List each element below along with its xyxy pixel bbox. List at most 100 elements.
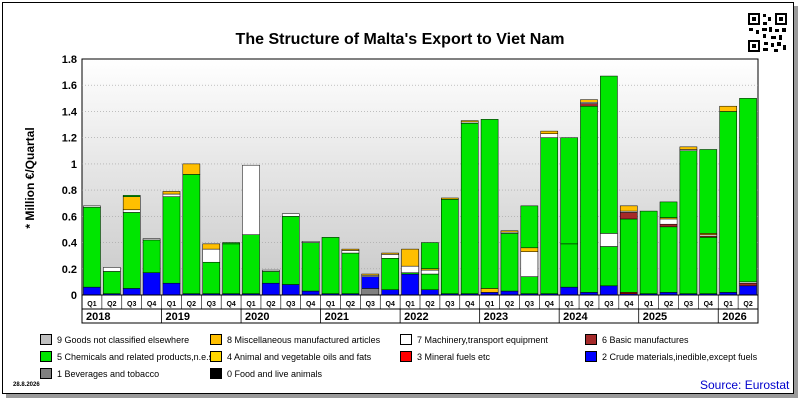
x-tick-label: Q4 <box>465 301 474 308</box>
legend-item: 8 Miscellaneous manufactured articles <box>210 334 380 345</box>
x-tick-label: Q2 <box>584 301 593 308</box>
bar-segment <box>540 130 559 134</box>
year-label: 2019 <box>166 311 190 323</box>
bar-segment <box>162 191 181 195</box>
legend-swatch <box>40 368 52 379</box>
bar-segment <box>679 146 698 150</box>
bar-segment <box>600 285 618 296</box>
bar-segment <box>301 240 320 243</box>
bar-segment <box>619 212 638 220</box>
bar-segment <box>699 237 718 294</box>
bar-segment <box>699 149 718 234</box>
x-tick-label: Q1 <box>644 301 653 308</box>
bar-stack <box>401 248 419 296</box>
legend-swatch <box>585 351 597 362</box>
y-tick-label: 1.8 <box>62 54 77 66</box>
date-stamp: 28.8.2026 <box>13 382 40 388</box>
year-label: 2023 <box>484 311 508 323</box>
x-tick-label: Q3 <box>286 301 295 308</box>
legend-swatch <box>40 351 52 362</box>
legend-item: 7 Machinery,transport equipment <box>400 334 548 345</box>
x-tick-label: Q3 <box>525 301 534 308</box>
bar-segment <box>162 196 181 284</box>
bar-segment <box>421 289 439 296</box>
bar-segment <box>361 276 380 289</box>
bar-segment <box>142 272 161 296</box>
bar-segment <box>122 195 141 197</box>
bar-segment <box>421 242 439 270</box>
bar-segment <box>281 284 300 296</box>
x-tick-label: Q4 <box>386 301 395 308</box>
bar-stack <box>242 164 260 296</box>
legend-label: 6 Basic manufactures <box>602 334 689 345</box>
bar-stack <box>222 242 240 296</box>
bar-segment <box>520 276 539 294</box>
bar-stack <box>301 240 320 296</box>
bar-segment <box>580 105 598 293</box>
bar-stack <box>381 252 399 296</box>
x-tick-label: Q1 <box>564 301 573 308</box>
x-tick-label: Q3 <box>127 301 136 308</box>
x-tick-label: Q3 <box>684 301 693 308</box>
x-tick-label: Q3 <box>445 301 454 308</box>
bar-segment <box>739 282 757 287</box>
bar-segment <box>560 243 578 288</box>
legend-label: 7 Machinery,transport equipment <box>417 334 548 345</box>
y-tick-label: 0.4 <box>62 238 78 250</box>
bar-stack <box>460 120 479 296</box>
year-label: 2020 <box>245 311 269 323</box>
bar-segment <box>202 248 221 263</box>
bar-segment <box>381 258 399 291</box>
y-tick-label: 0.2 <box>62 264 77 276</box>
bar-segment <box>460 120 479 123</box>
bar-segment <box>421 269 439 275</box>
bar-segment <box>560 286 578 296</box>
legend-item: 5 Chemicals and related products,n.e.s. <box>40 351 216 362</box>
bar-segment <box>540 133 559 138</box>
legend-label: 3 Mineral fuels etc <box>417 351 491 362</box>
legend-label: 9 Goods not classified elsewhere <box>57 334 190 345</box>
bar-stack <box>639 210 658 296</box>
bar-stack <box>321 237 340 296</box>
year-label: 2026 <box>722 311 746 323</box>
legend-item: 4 Animal and vegetable oils and fats <box>210 351 371 362</box>
bar-segment <box>679 150 698 294</box>
bar-stack <box>341 248 360 296</box>
bar-segment <box>103 267 121 272</box>
bar-segment <box>381 289 399 296</box>
bar-segment <box>122 288 141 296</box>
bar-segment <box>540 137 559 294</box>
bar-segment <box>381 254 399 259</box>
bar-stack <box>600 75 618 296</box>
bar-segment <box>301 290 320 296</box>
bar-stack <box>540 130 559 296</box>
bar-stack <box>560 137 578 296</box>
chart-title: The Structure of Malta's Export to Viet … <box>235 31 565 48</box>
bar-segment <box>122 196 141 211</box>
x-tick-label: Q3 <box>604 301 613 308</box>
legend-swatch <box>400 351 412 362</box>
bar-segment <box>520 247 539 252</box>
x-tick-label: Q2 <box>505 301 514 308</box>
x-tick-label: Q1 <box>326 301 335 308</box>
x-tick-label: Q2 <box>107 301 116 308</box>
bar-segment <box>103 271 121 294</box>
legend-label: 2 Crude materials,inedible,except fuels <box>602 351 758 362</box>
bar-segment <box>142 239 161 273</box>
bar-stack <box>480 119 499 296</box>
bar-segment <box>202 261 221 294</box>
bar-segment <box>301 242 320 292</box>
bar-segment <box>262 269 280 272</box>
bar-segment <box>162 193 181 197</box>
bar-segment <box>182 174 201 294</box>
bar-segment <box>222 242 240 245</box>
bar-stack <box>659 201 678 296</box>
y-tick-label: 1.6 <box>62 80 77 92</box>
year-label: 2022 <box>404 311 428 323</box>
bar-stack <box>202 243 221 296</box>
bar-segment <box>500 290 519 296</box>
bar-segment <box>401 273 419 296</box>
legend-label: 1 Beverages and tobacco <box>57 368 160 379</box>
legend-label: 5 Chemicals and related products,n.e.s. <box>57 351 216 362</box>
